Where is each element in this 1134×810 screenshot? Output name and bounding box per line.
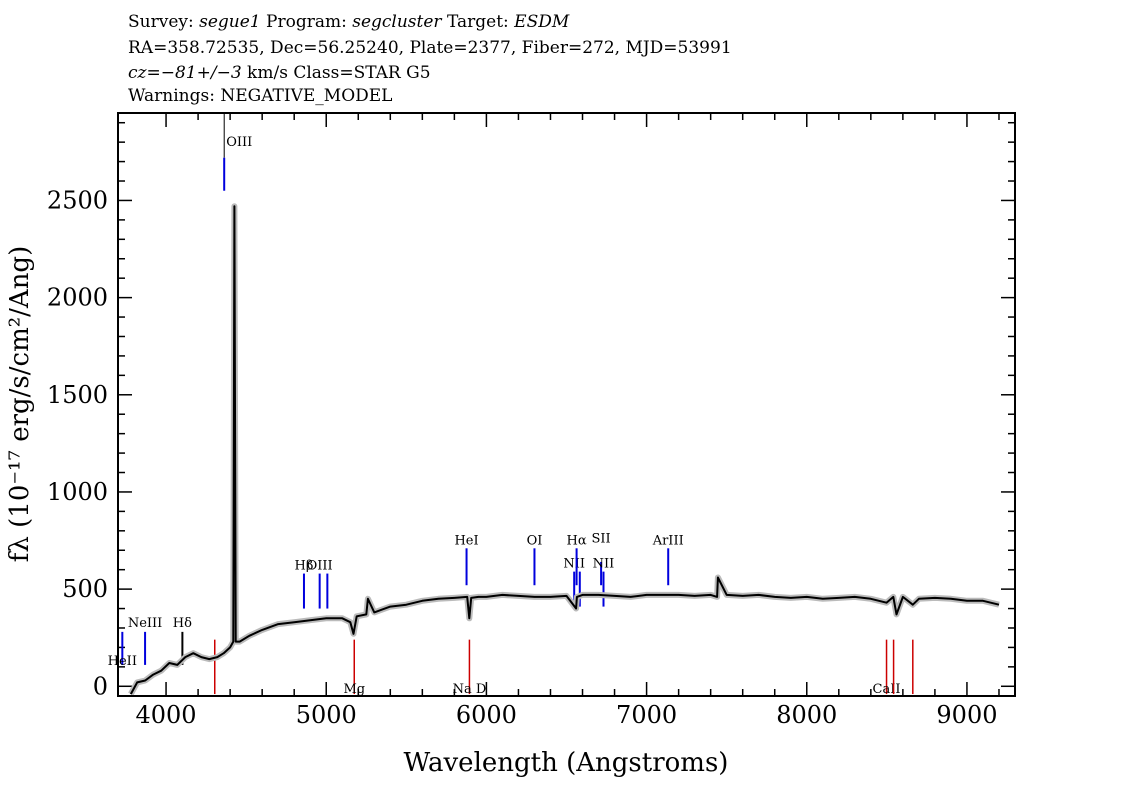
header-line-1: Survey: segue1 Program: segcluster Targe… (128, 12, 569, 32)
emission-line-label: ArIII (652, 533, 684, 548)
y-axis-title: fλ (10⁻¹⁷ erg/s/cm²/Ang) (5, 246, 35, 562)
x-tick-label: 9000 (936, 701, 997, 729)
emission-line-label: HeII (108, 654, 137, 669)
y-tick-label: 0 (93, 672, 108, 700)
survey-value: segue1 (199, 12, 261, 32)
header-line-4: Warnings: NEGATIVE_MODEL (128, 86, 393, 106)
x-tick-label: 5000 (296, 701, 357, 729)
y-tick-labels: 0 500 1000 1500 2000 2500 (47, 186, 108, 700)
series-layer (128, 203, 1000, 696)
plot-frame (117, 112, 1016, 697)
axis-ticks (118, 113, 1015, 696)
emission-line-label: OIII (226, 135, 252, 150)
cz-label: cz (128, 63, 147, 83)
cz-units: km/s Class=STAR G5 (241, 63, 431, 83)
absorption-line-label: Na D (453, 682, 487, 697)
y-tick-label: 2000 (47, 284, 108, 312)
y-tick-label: 2500 (47, 186, 108, 214)
y-tick-label: 1500 (47, 381, 108, 409)
x-tick-label: 4000 (136, 701, 197, 729)
emission-line-label: HeI (454, 533, 478, 548)
y-tick-label: 1000 (47, 478, 108, 506)
emission-line-label: Hβ (295, 559, 314, 574)
header-line-2: RA=358.72535, Dec=56.25240, Plate=2377, … (128, 38, 732, 58)
y-tick-label: 500 (62, 575, 108, 603)
emission-line-label: OIII (307, 559, 333, 574)
target-label: Target: (446, 12, 509, 32)
header-line-3: cz=−81+/−3 km/s Class=STAR G5 (128, 63, 431, 83)
survey-label: Survey: (128, 12, 194, 32)
x-tick-label: 7000 (616, 701, 677, 729)
x-axis-title: Wavelength (Angstroms) (404, 748, 729, 778)
x-tick-label: 8000 (776, 701, 837, 729)
absorption-line-label: Mg (343, 682, 365, 697)
emission-line-label: OI (527, 533, 543, 548)
absorption-line-label: CaII (873, 682, 901, 697)
spectrum-line (129, 205, 1000, 695)
spectrum-error-band (128, 203, 1000, 696)
program-label: Program: (266, 12, 347, 32)
emission-line-label: SII (592, 531, 611, 546)
emission-line-label: NII (593, 557, 615, 572)
program-value: segcluster (352, 12, 442, 32)
emission-line-label: NII (563, 557, 585, 572)
target-value: ESDM (514, 12, 570, 32)
emission-line-label: Hα (567, 533, 587, 548)
emission-line-label: Hδ (173, 616, 192, 631)
x-tick-labels: 4000 5000 6000 7000 8000 9000 (136, 701, 998, 729)
emission-line-label: NeIII (128, 616, 162, 631)
x-tick-label: 6000 (456, 701, 517, 729)
cz-value: =−81+/−3 (146, 63, 242, 83)
